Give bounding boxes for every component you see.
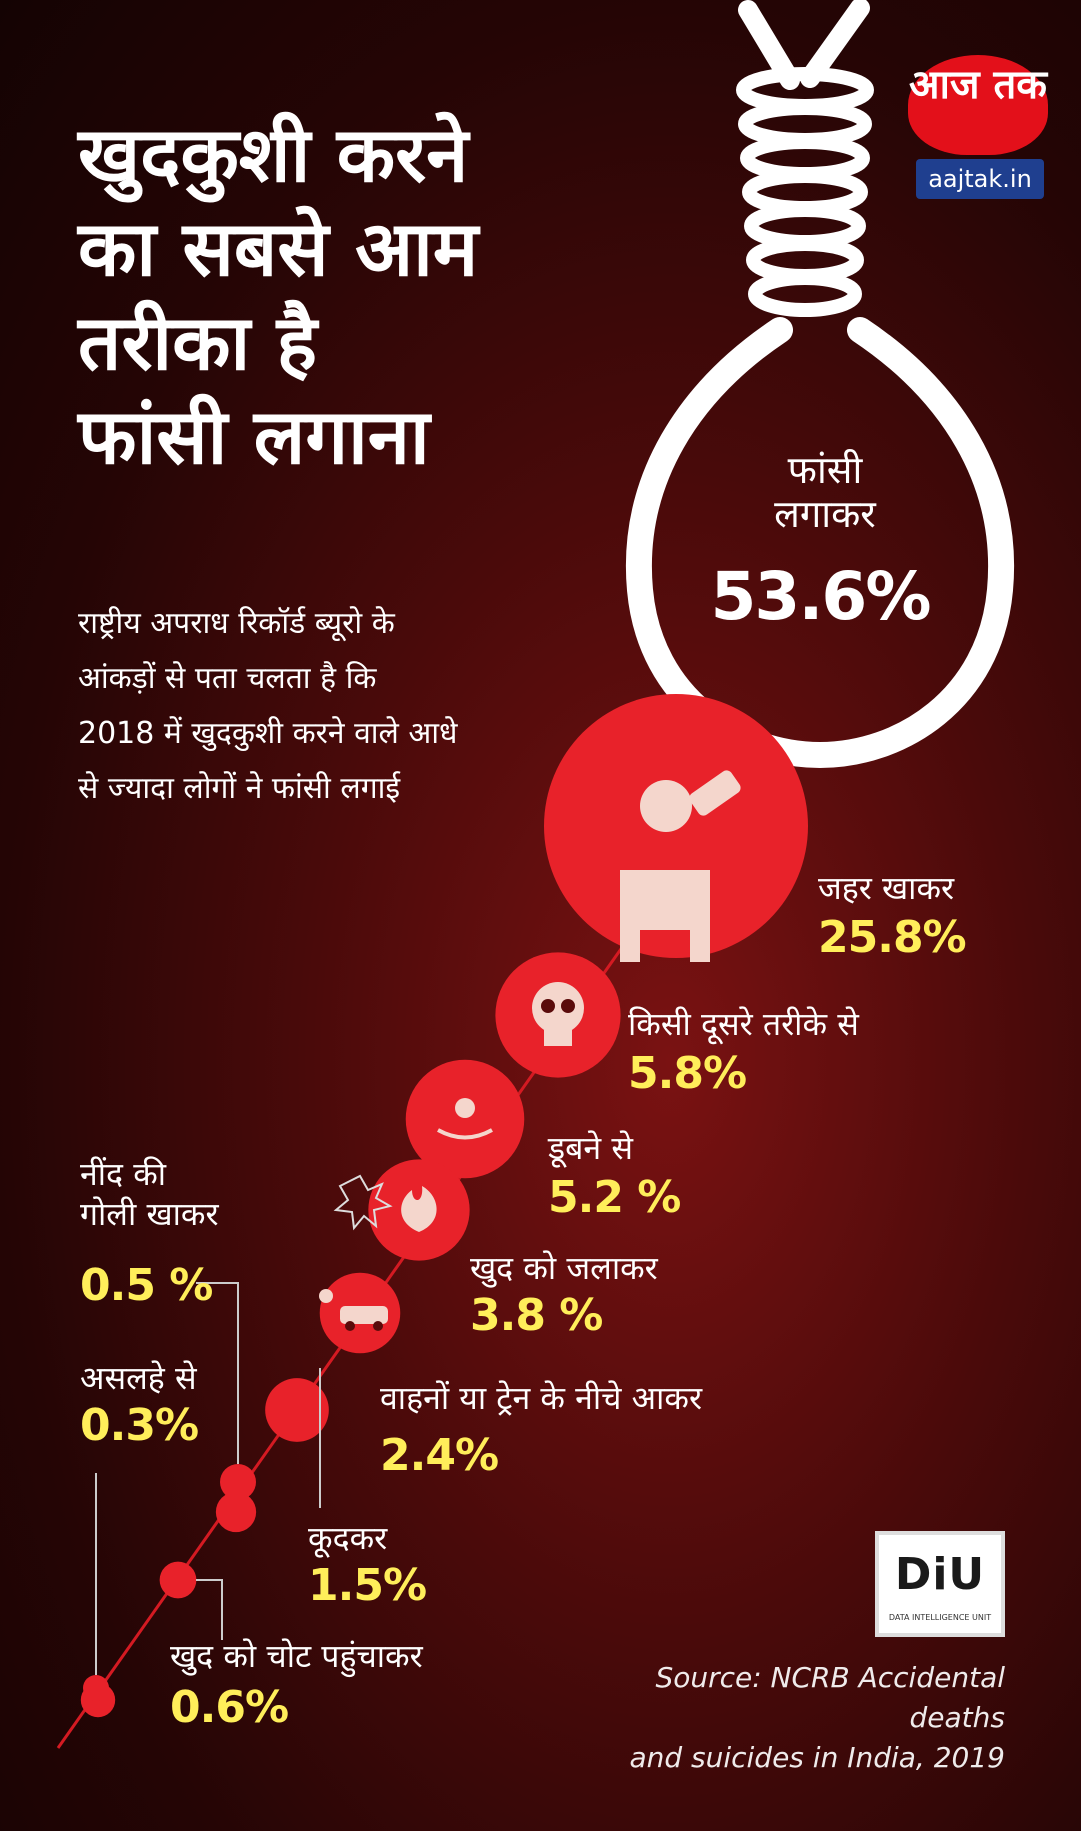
label-firearm: असलहे से [80, 1359, 197, 1397]
connector-sleeping-pills [196, 1282, 239, 1464]
title-line: फांसी लगाना [78, 392, 430, 481]
value-other-method: 5.8% [628, 1048, 747, 1099]
skull-eye-icon [541, 999, 555, 1013]
aajtak-logo: आज तक aajtak.in [900, 55, 1050, 205]
diu-sub: DATA INTELLIGENCE UNIT [888, 1613, 992, 1622]
label-burning: खुद को जलाकर [470, 1249, 658, 1287]
label-poison: जहर खाकर [818, 869, 955, 907]
bubble-8 [159, 1561, 197, 1599]
logo-site: aajtak.in [916, 159, 1044, 199]
bubble-3 [405, 1059, 525, 1179]
source-line: and suicides in India, 2019 [629, 1741, 1005, 1774]
water-wave-icon [437, 1128, 493, 1140]
value-self-injury: 0.6% [170, 1682, 289, 1733]
value-vehicle: 2.4% [380, 1430, 499, 1481]
page-title: खुदकुशी करने का सबसे आम तरीका है फांसी ल… [78, 108, 638, 484]
diu-logo: DiU DATA INTELLIGENCE UNIT [875, 1531, 1005, 1637]
title-line: तरीका है [78, 298, 317, 387]
skull-eye-icon [561, 999, 575, 1013]
value-firearm: 0.3% [80, 1400, 199, 1451]
drinking-poison-icon [640, 780, 692, 832]
diu-main: DiU [894, 1549, 986, 1600]
car-accident-icon [340, 1306, 388, 1324]
label-sleeping-pills: नींद की गोली खाकर [80, 1154, 219, 1234]
label-line: नींद की [80, 1155, 167, 1193]
value-drowning: 5.2 % [548, 1172, 681, 1223]
label-hanging: फांसी लगाकर [735, 448, 915, 536]
rope-coil [748, 271, 862, 317]
intro-line: राष्ट्रीय अपराध रिकॉर्ड ब्यूरो के [78, 606, 395, 641]
person-head-icon [319, 1289, 333, 1303]
title-line: खुदकुशी करने [78, 110, 469, 199]
intro-line: 2018 में खुदकुशी करने वाले आधे [78, 716, 458, 751]
intro-text: राष्ट्रीय अपराध रिकॉर्ड ब्यूरो के आंकड़ो… [78, 596, 548, 816]
label-line: फांसी [787, 448, 863, 492]
label-line: लगाकर [774, 492, 876, 536]
skull-icon [532, 982, 584, 1034]
bubble-6 [265, 1378, 329, 1442]
drowning-icon [455, 1098, 475, 1118]
car-wheel-icon [373, 1321, 383, 1331]
connector-self-injury [196, 1579, 223, 1640]
value-hanging: 53.6% [710, 558, 932, 635]
rope-strand [800, 0, 870, 88]
value-jumping: 1.5% [308, 1560, 427, 1611]
bubble-firearm [83, 1675, 109, 1701]
noose-loop [625, 317, 1015, 769]
value-sleeping-pills: 0.5 % [80, 1260, 213, 1311]
source-line: Source: NCRB Accidental deaths [655, 1661, 1005, 1734]
bottle-icon [689, 770, 741, 816]
burst-icon [333, 1174, 393, 1231]
label-drowning: डूबने से [548, 1129, 633, 1167]
source-note: Source: NCRB Accidental deaths and suici… [560, 1658, 1005, 1778]
label-jumping: कूदकर [308, 1519, 388, 1557]
person-body-icon [620, 870, 710, 962]
value-poison: 25.8% [818, 912, 967, 963]
bubble-7 [215, 1491, 257, 1533]
label-line: गोली खाकर [80, 1195, 219, 1233]
skull-jaw-icon [544, 1030, 572, 1046]
value-burning: 3.8 % [470, 1290, 603, 1341]
car-wheel-icon [345, 1321, 355, 1331]
title-line: का सबसे आम [78, 204, 479, 293]
label-other-method: किसी दूसरे तरीके से [628, 1005, 859, 1043]
logo-brand: आज तक [908, 55, 1048, 155]
intro-line: से ज्यादा लोगों ने फांसी लगाई [78, 771, 401, 806]
bubble-sleeping-pills [220, 1464, 256, 1500]
fire-icon [401, 1186, 437, 1232]
label-vehicle: वाहनों या ट्रेन के नीचे आकर [380, 1379, 703, 1417]
label-self-injury: खुद को चोट पहुंचाकर [170, 1637, 423, 1675]
intro-line: आंकड़ों से पता चलता है कि [78, 661, 377, 696]
